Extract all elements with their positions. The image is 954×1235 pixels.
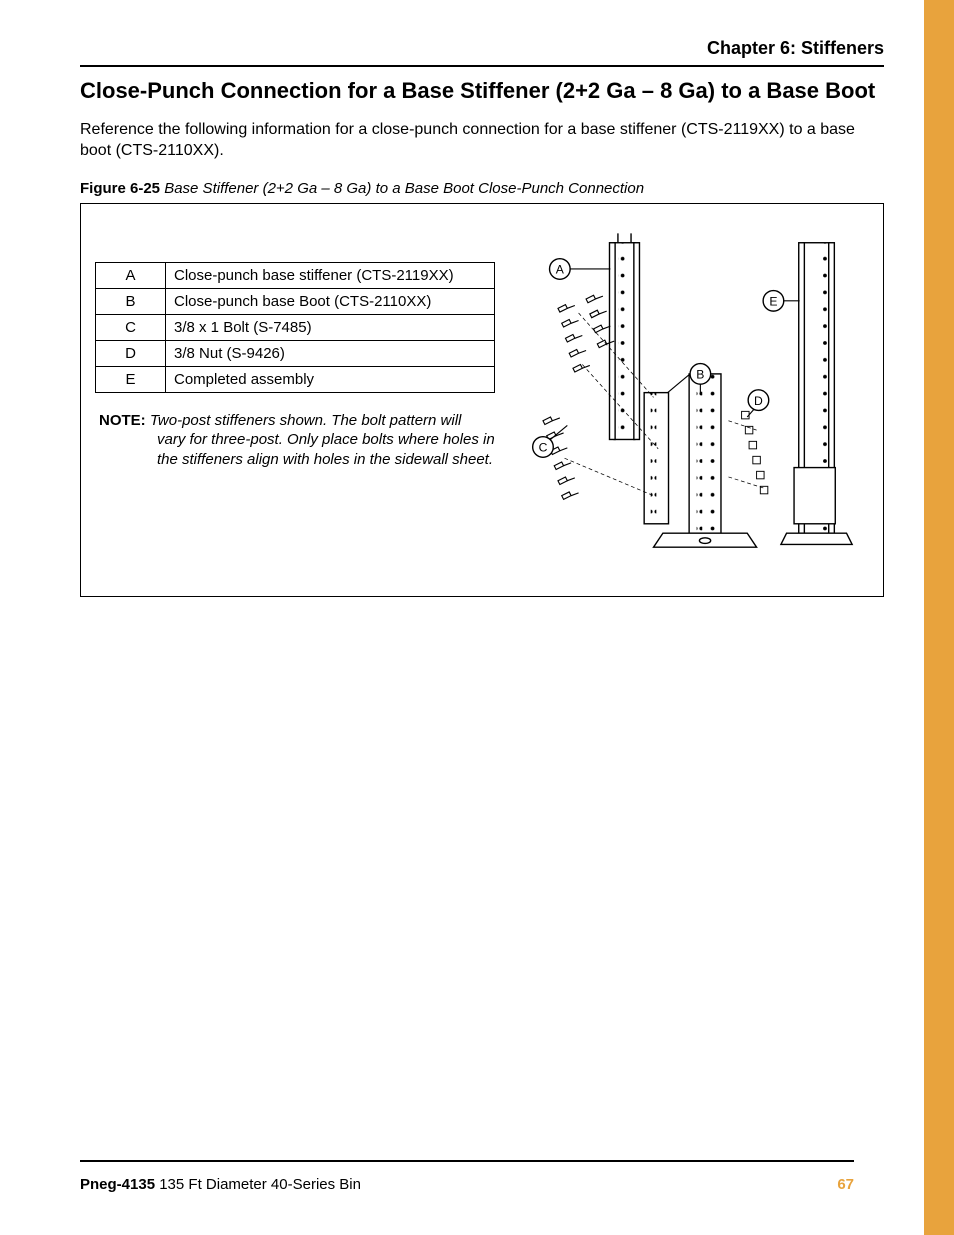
part-key: A	[96, 262, 166, 288]
svg-text:D: D	[754, 393, 763, 407]
figure-caption-text: Base Stiffener (2+2 Ga – 8 Ga) to a Base…	[164, 180, 644, 197]
part-key: B	[96, 288, 166, 314]
page-number: 67	[837, 1176, 854, 1193]
header: Chapter 6: Stiffeners Close-Punch Connec…	[80, 38, 884, 597]
part-desc: Completed assembly	[166, 366, 495, 392]
figure-label: Figure 6-25	[80, 180, 160, 197]
parts-table: A Close-punch base stiffener (CTS-2119XX…	[95, 262, 495, 393]
footer-rule	[80, 1160, 854, 1162]
table-row: C 3/8 x 1 Bolt (S-7485)	[96, 314, 495, 340]
header-rule	[80, 65, 884, 67]
chapter-title: Chapter 6: Stiffeners	[80, 38, 884, 59]
note-label: NOTE:	[99, 412, 146, 429]
part-key: C	[96, 314, 166, 340]
part-desc: 3/8 Nut (S-9426)	[166, 340, 495, 366]
accent-sidebar	[924, 0, 954, 1235]
svg-text:C: C	[539, 440, 548, 454]
figure-caption: Figure 6-25 Base Stiffener (2+2 Ga – 8 G…	[80, 180, 884, 197]
table-row: E Completed assembly	[96, 366, 495, 392]
callout-a: A	[550, 258, 611, 279]
svg-text:E: E	[769, 294, 777, 308]
figure-box: A Close-punch base stiffener (CTS-2119XX…	[80, 203, 884, 597]
part-desc: Close-punch base stiffener (CTS-2119XX)	[166, 262, 495, 288]
footer: Pneg-4135 135 Ft Diameter 40-Series Bin …	[80, 1160, 854, 1193]
svg-text:B: B	[696, 367, 704, 381]
footer-left: Pneg-4135 135 Ft Diameter 40-Series Bin	[80, 1176, 361, 1193]
part-desc: Close-punch base Boot (CTS-2110XX)	[166, 288, 495, 314]
assembly-diagram: A B C	[513, 222, 869, 582]
page-content: Chapter 6: Stiffeners Close-Punch Connec…	[0, 0, 924, 1235]
note-body-first-line: Two-post stiffeners shown. The bolt patt…	[150, 412, 462, 429]
part-desc: 3/8 x 1 Bolt (S-7485)	[166, 314, 495, 340]
table-row: A Close-punch base stiffener (CTS-2119XX…	[96, 262, 495, 288]
part-key: D	[96, 340, 166, 366]
section-title: Close-Punch Connection for a Base Stiffe…	[80, 77, 884, 105]
table-row: B Close-punch base Boot (CTS-2110XX)	[96, 288, 495, 314]
intro-paragraph: Reference the following information for …	[80, 119, 884, 162]
figure-left-column: A Close-punch base stiffener (CTS-2119XX…	[95, 222, 495, 470]
assembly-svg: A B C	[513, 222, 869, 582]
doc-title: 135 Ft Diameter 40-Series Bin	[159, 1176, 361, 1193]
svg-text:A: A	[556, 262, 565, 276]
callout-e: E	[763, 290, 800, 311]
callout-c: C	[533, 425, 568, 457]
callout-d: D	[747, 390, 769, 417]
note-body-rest: vary for three-post. Only place bolts wh…	[99, 430, 495, 469]
part-key: E	[96, 366, 166, 392]
doc-id: Pneg-4135	[80, 1176, 155, 1193]
figure-note: NOTE: Two-post stiffeners shown. The bol…	[95, 411, 495, 470]
table-row: D 3/8 Nut (S-9426)	[96, 340, 495, 366]
